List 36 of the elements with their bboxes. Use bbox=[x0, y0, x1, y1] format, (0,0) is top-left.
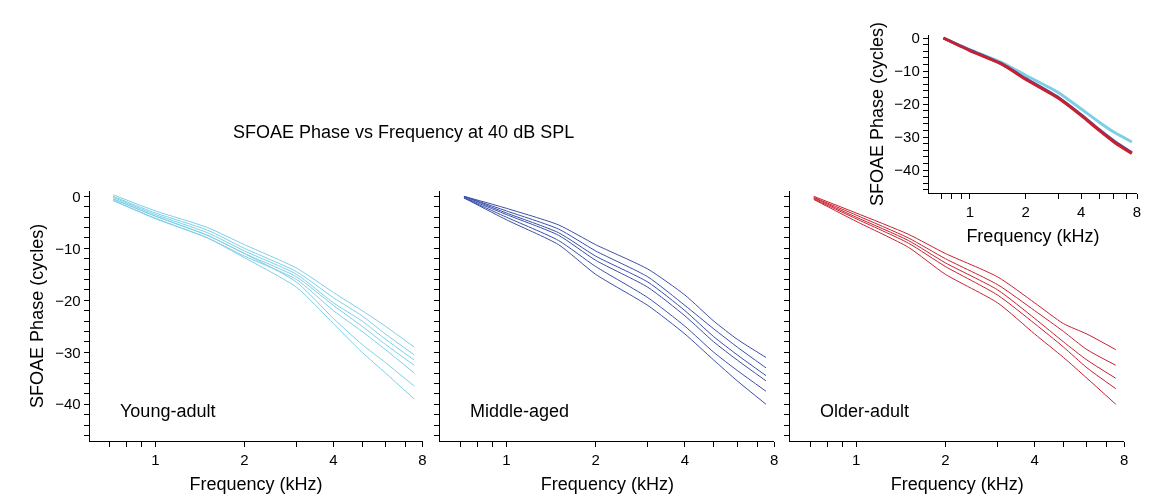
x-tick-label: 1 bbox=[151, 450, 160, 468]
x-tick-label: 4 bbox=[329, 450, 338, 468]
x-tick-label: 8 bbox=[770, 450, 779, 468]
y-tick-label: −30 bbox=[55, 343, 81, 361]
y-axis-title: SFOAE Phase (cycles) bbox=[27, 223, 48, 408]
annotation: Older-adult bbox=[820, 401, 910, 421]
x-tick-label: 8 bbox=[1132, 203, 1142, 221]
x-tick-label: 1 bbox=[851, 450, 861, 468]
y-tick-label: −40 bbox=[894, 161, 920, 179]
y-axis-title: SFOAE Phase (cycles) bbox=[866, 21, 887, 206]
y-tick-label: −30 bbox=[894, 128, 920, 146]
x-tick-label: 4 bbox=[1030, 450, 1039, 468]
x-tick-label: 2 bbox=[1021, 203, 1030, 221]
y-tick-label: −10 bbox=[55, 239, 81, 257]
x-tick-label: 2 bbox=[240, 450, 249, 468]
x-tick-label: 8 bbox=[418, 450, 427, 468]
x-axis-title: Frequency (kHz) bbox=[540, 473, 674, 494]
x-tick-label: 2 bbox=[591, 450, 600, 468]
x-axis-title: Frequency (kHz) bbox=[966, 226, 1100, 247]
x-tick-label: 1 bbox=[965, 203, 974, 221]
x-axis-title: Frequency (kHz) bbox=[890, 473, 1024, 494]
x-tick-label: 4 bbox=[1077, 203, 1086, 221]
y-tick-label: −40 bbox=[55, 395, 81, 413]
annotation: Young-adult bbox=[120, 401, 216, 421]
y-tick-label: −20 bbox=[55, 291, 81, 309]
annotation: Middle-aged bbox=[470, 401, 570, 421]
y-tick-label: 0 bbox=[72, 187, 81, 205]
y-tick-label: −10 bbox=[894, 62, 920, 80]
x-tick-label: 1 bbox=[502, 450, 511, 468]
y-tick-label: 0 bbox=[911, 29, 920, 47]
y-tick-label: −20 bbox=[894, 95, 920, 113]
chart-title: SFOAE Phase vs Frequency at 40 dB SPL bbox=[233, 122, 575, 142]
x-axis-title: Frequency (kHz) bbox=[189, 473, 323, 494]
x-tick-label: 2 bbox=[941, 450, 950, 468]
x-tick-label: 8 bbox=[1119, 450, 1129, 468]
x-tick-label: 4 bbox=[680, 450, 690, 468]
